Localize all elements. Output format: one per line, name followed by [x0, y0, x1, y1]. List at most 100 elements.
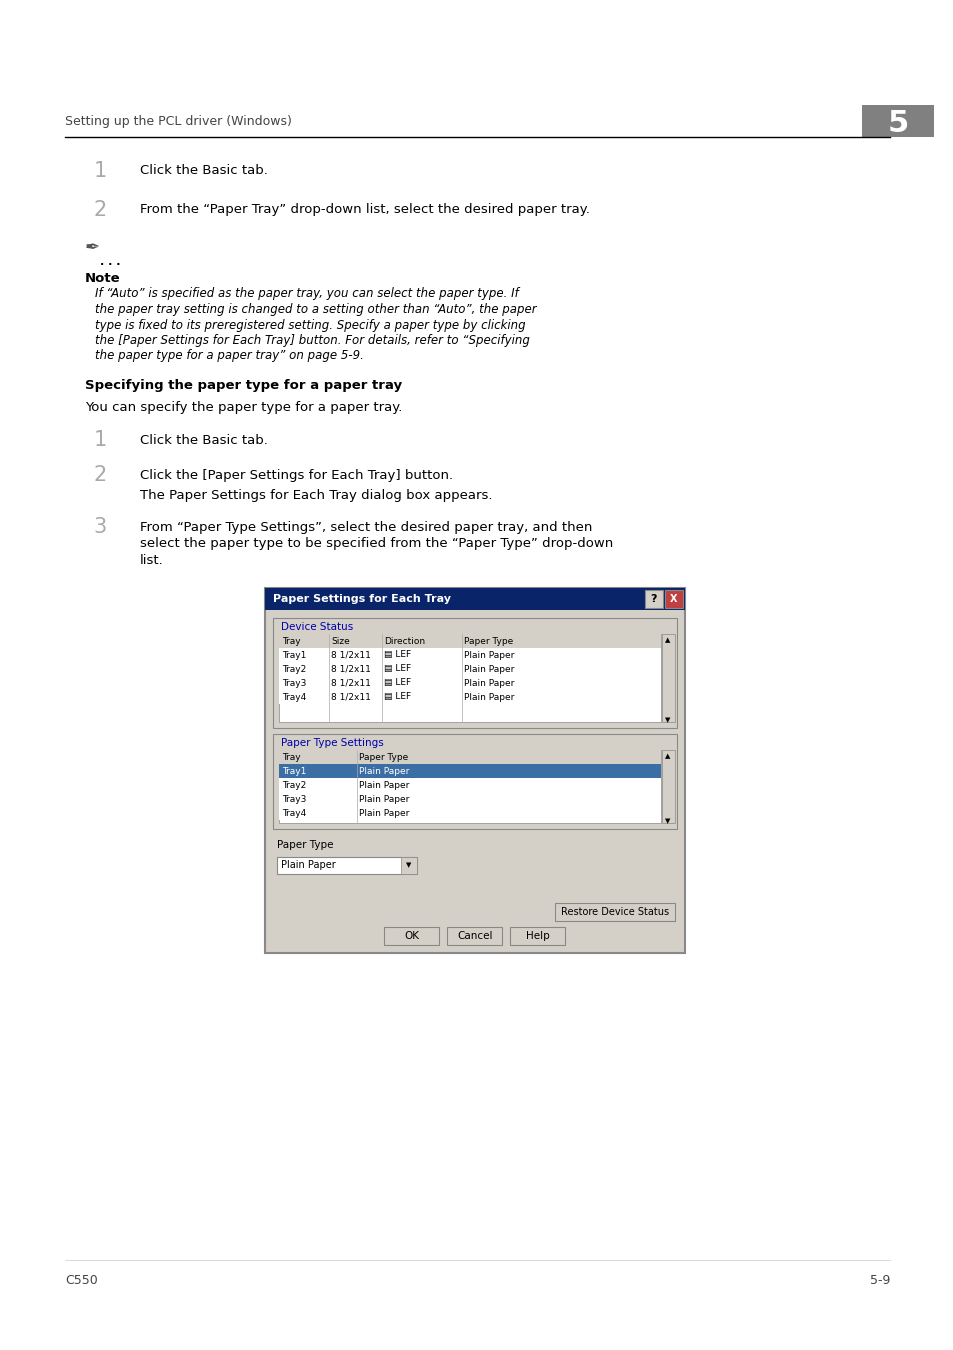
Text: ▤ LEF: ▤ LEF	[384, 693, 411, 702]
Text: the [Paper Settings for Each Tray] button. For details, refer to “Specifying: the [Paper Settings for Each Tray] butto…	[95, 333, 529, 347]
Text: 8 1/2x11: 8 1/2x11	[331, 651, 371, 660]
Text: 5: 5	[886, 108, 907, 138]
Text: 8 1/2x11: 8 1/2x11	[331, 664, 371, 674]
Bar	[278, 662, 660, 676]
Text: ▲: ▲	[664, 753, 670, 759]
Text: Plain Paper: Plain Paper	[463, 693, 514, 702]
Text: Size: Size	[331, 636, 350, 645]
Text: Specifying the paper type for a paper tray: Specifying the paper type for a paper tr…	[85, 378, 402, 392]
Text: 8 1/2x11: 8 1/2x11	[331, 679, 371, 687]
Text: the paper type for a paper tray” on page 5-9.: the paper type for a paper tray” on page…	[95, 350, 363, 363]
Text: 1: 1	[93, 161, 107, 181]
Bar	[862, 105, 933, 136]
Text: Plain Paper: Plain Paper	[358, 809, 409, 818]
Bar	[278, 764, 660, 778]
Text: ✒: ✒	[85, 239, 100, 256]
Text: Tray2: Tray2	[282, 780, 306, 790]
Text: Click the Basic tab.: Click the Basic tab.	[140, 433, 268, 447]
Bar	[661, 634, 675, 722]
Bar	[400, 857, 416, 873]
Text: Plain Paper: Plain Paper	[281, 860, 335, 871]
Text: ▤ LEF: ▤ LEF	[384, 651, 411, 660]
Bar	[447, 927, 502, 945]
Bar	[265, 589, 684, 953]
Text: 8 1/2x11: 8 1/2x11	[331, 693, 371, 702]
Bar	[384, 927, 439, 945]
Bar	[273, 734, 677, 829]
Text: Tray1: Tray1	[282, 767, 306, 775]
Text: the paper tray setting is changed to a setting other than “Auto”, the paper: the paper tray setting is changed to a s…	[95, 302, 536, 316]
Text: Paper Settings for Each Tray: Paper Settings for Each Tray	[273, 594, 451, 603]
Text: C550: C550	[65, 1273, 97, 1287]
Bar	[661, 751, 675, 824]
Text: Plain Paper: Plain Paper	[358, 767, 409, 775]
Text: Click the [Paper Settings for Each Tray] button.: Click the [Paper Settings for Each Tray]…	[140, 468, 453, 482]
Text: Paper Type: Paper Type	[276, 840, 334, 850]
Text: Tray1: Tray1	[282, 651, 306, 660]
Text: Tray4: Tray4	[282, 693, 306, 702]
Text: ▼: ▼	[406, 863, 412, 868]
Bar	[278, 751, 660, 824]
Text: ▤ LEF: ▤ LEF	[384, 679, 411, 687]
Bar	[278, 634, 660, 722]
Text: select the paper type to be specified from the “Paper Type” drop-down: select the paper type to be specified fr…	[140, 537, 613, 551]
Text: Click the Basic tab.: Click the Basic tab.	[140, 165, 268, 177]
Text: 2: 2	[93, 464, 107, 485]
Text: Plain Paper: Plain Paper	[463, 651, 514, 660]
Text: You can specify the paper type for a paper tray.: You can specify the paper type for a pap…	[85, 401, 402, 414]
Text: Tray: Tray	[282, 636, 300, 645]
Bar	[276, 857, 416, 873]
Bar	[644, 590, 662, 608]
Text: Plain Paper: Plain Paper	[358, 795, 409, 803]
Text: 1: 1	[93, 431, 107, 450]
Text: ▼: ▼	[664, 717, 670, 724]
Text: The Paper Settings for Each Tray dialog box appears.: The Paper Settings for Each Tray dialog …	[140, 489, 492, 501]
Text: X: X	[670, 594, 677, 603]
Text: If “Auto” is specified as the paper tray, you can select the paper type. If: If “Auto” is specified as the paper tray…	[95, 288, 518, 301]
Bar	[278, 792, 660, 806]
Text: type is fixed to its preregistered setting. Specify a paper type by clicking: type is fixed to its preregistered setti…	[95, 319, 525, 332]
Bar	[278, 634, 660, 648]
Text: Tray3: Tray3	[282, 679, 306, 687]
Text: Tray4: Tray4	[282, 809, 306, 818]
Text: Tray: Tray	[282, 752, 300, 761]
Bar	[555, 903, 675, 921]
Text: Direction: Direction	[384, 636, 425, 645]
Text: Plain Paper: Plain Paper	[358, 780, 409, 790]
Text: Tray3: Tray3	[282, 795, 306, 803]
Text: 5-9: 5-9	[869, 1273, 889, 1287]
Text: Plain Paper: Plain Paper	[463, 679, 514, 687]
Bar	[664, 590, 682, 608]
Text: Help: Help	[525, 931, 549, 941]
Bar	[278, 751, 660, 764]
Bar	[278, 690, 660, 703]
Text: Restore Device Status: Restore Device Status	[560, 907, 668, 917]
Text: From “Paper Type Settings”, select the desired paper tray, and then: From “Paper Type Settings”, select the d…	[140, 521, 592, 533]
Bar	[265, 589, 684, 610]
Text: 2: 2	[93, 200, 107, 220]
Bar	[278, 648, 660, 662]
Text: ?: ?	[650, 594, 657, 603]
Text: Paper Type: Paper Type	[358, 752, 408, 761]
Text: Paper Type Settings: Paper Type Settings	[281, 738, 383, 748]
Text: Paper Type: Paper Type	[463, 636, 513, 645]
Text: ▲: ▲	[664, 637, 670, 643]
Text: 3: 3	[93, 517, 107, 537]
Bar	[510, 927, 565, 945]
Bar	[278, 778, 660, 792]
Text: OK: OK	[404, 931, 419, 941]
Text: Plain Paper: Plain Paper	[463, 664, 514, 674]
Bar	[278, 676, 660, 690]
Text: From the “Paper Tray” drop-down list, select the desired paper tray.: From the “Paper Tray” drop-down list, se…	[140, 204, 589, 216]
Bar	[278, 806, 660, 819]
Text: . . .: . . .	[100, 256, 120, 267]
Text: Note: Note	[85, 271, 120, 285]
Text: Tray2: Tray2	[282, 664, 306, 674]
Text: Device Status: Device Status	[281, 622, 353, 632]
Text: list.: list.	[140, 555, 164, 567]
Bar	[273, 618, 677, 728]
Text: ▼: ▼	[664, 818, 670, 824]
Text: Cancel: Cancel	[456, 931, 493, 941]
Text: ▤ LEF: ▤ LEF	[384, 664, 411, 674]
Text: Setting up the PCL driver (Windows): Setting up the PCL driver (Windows)	[65, 116, 292, 128]
